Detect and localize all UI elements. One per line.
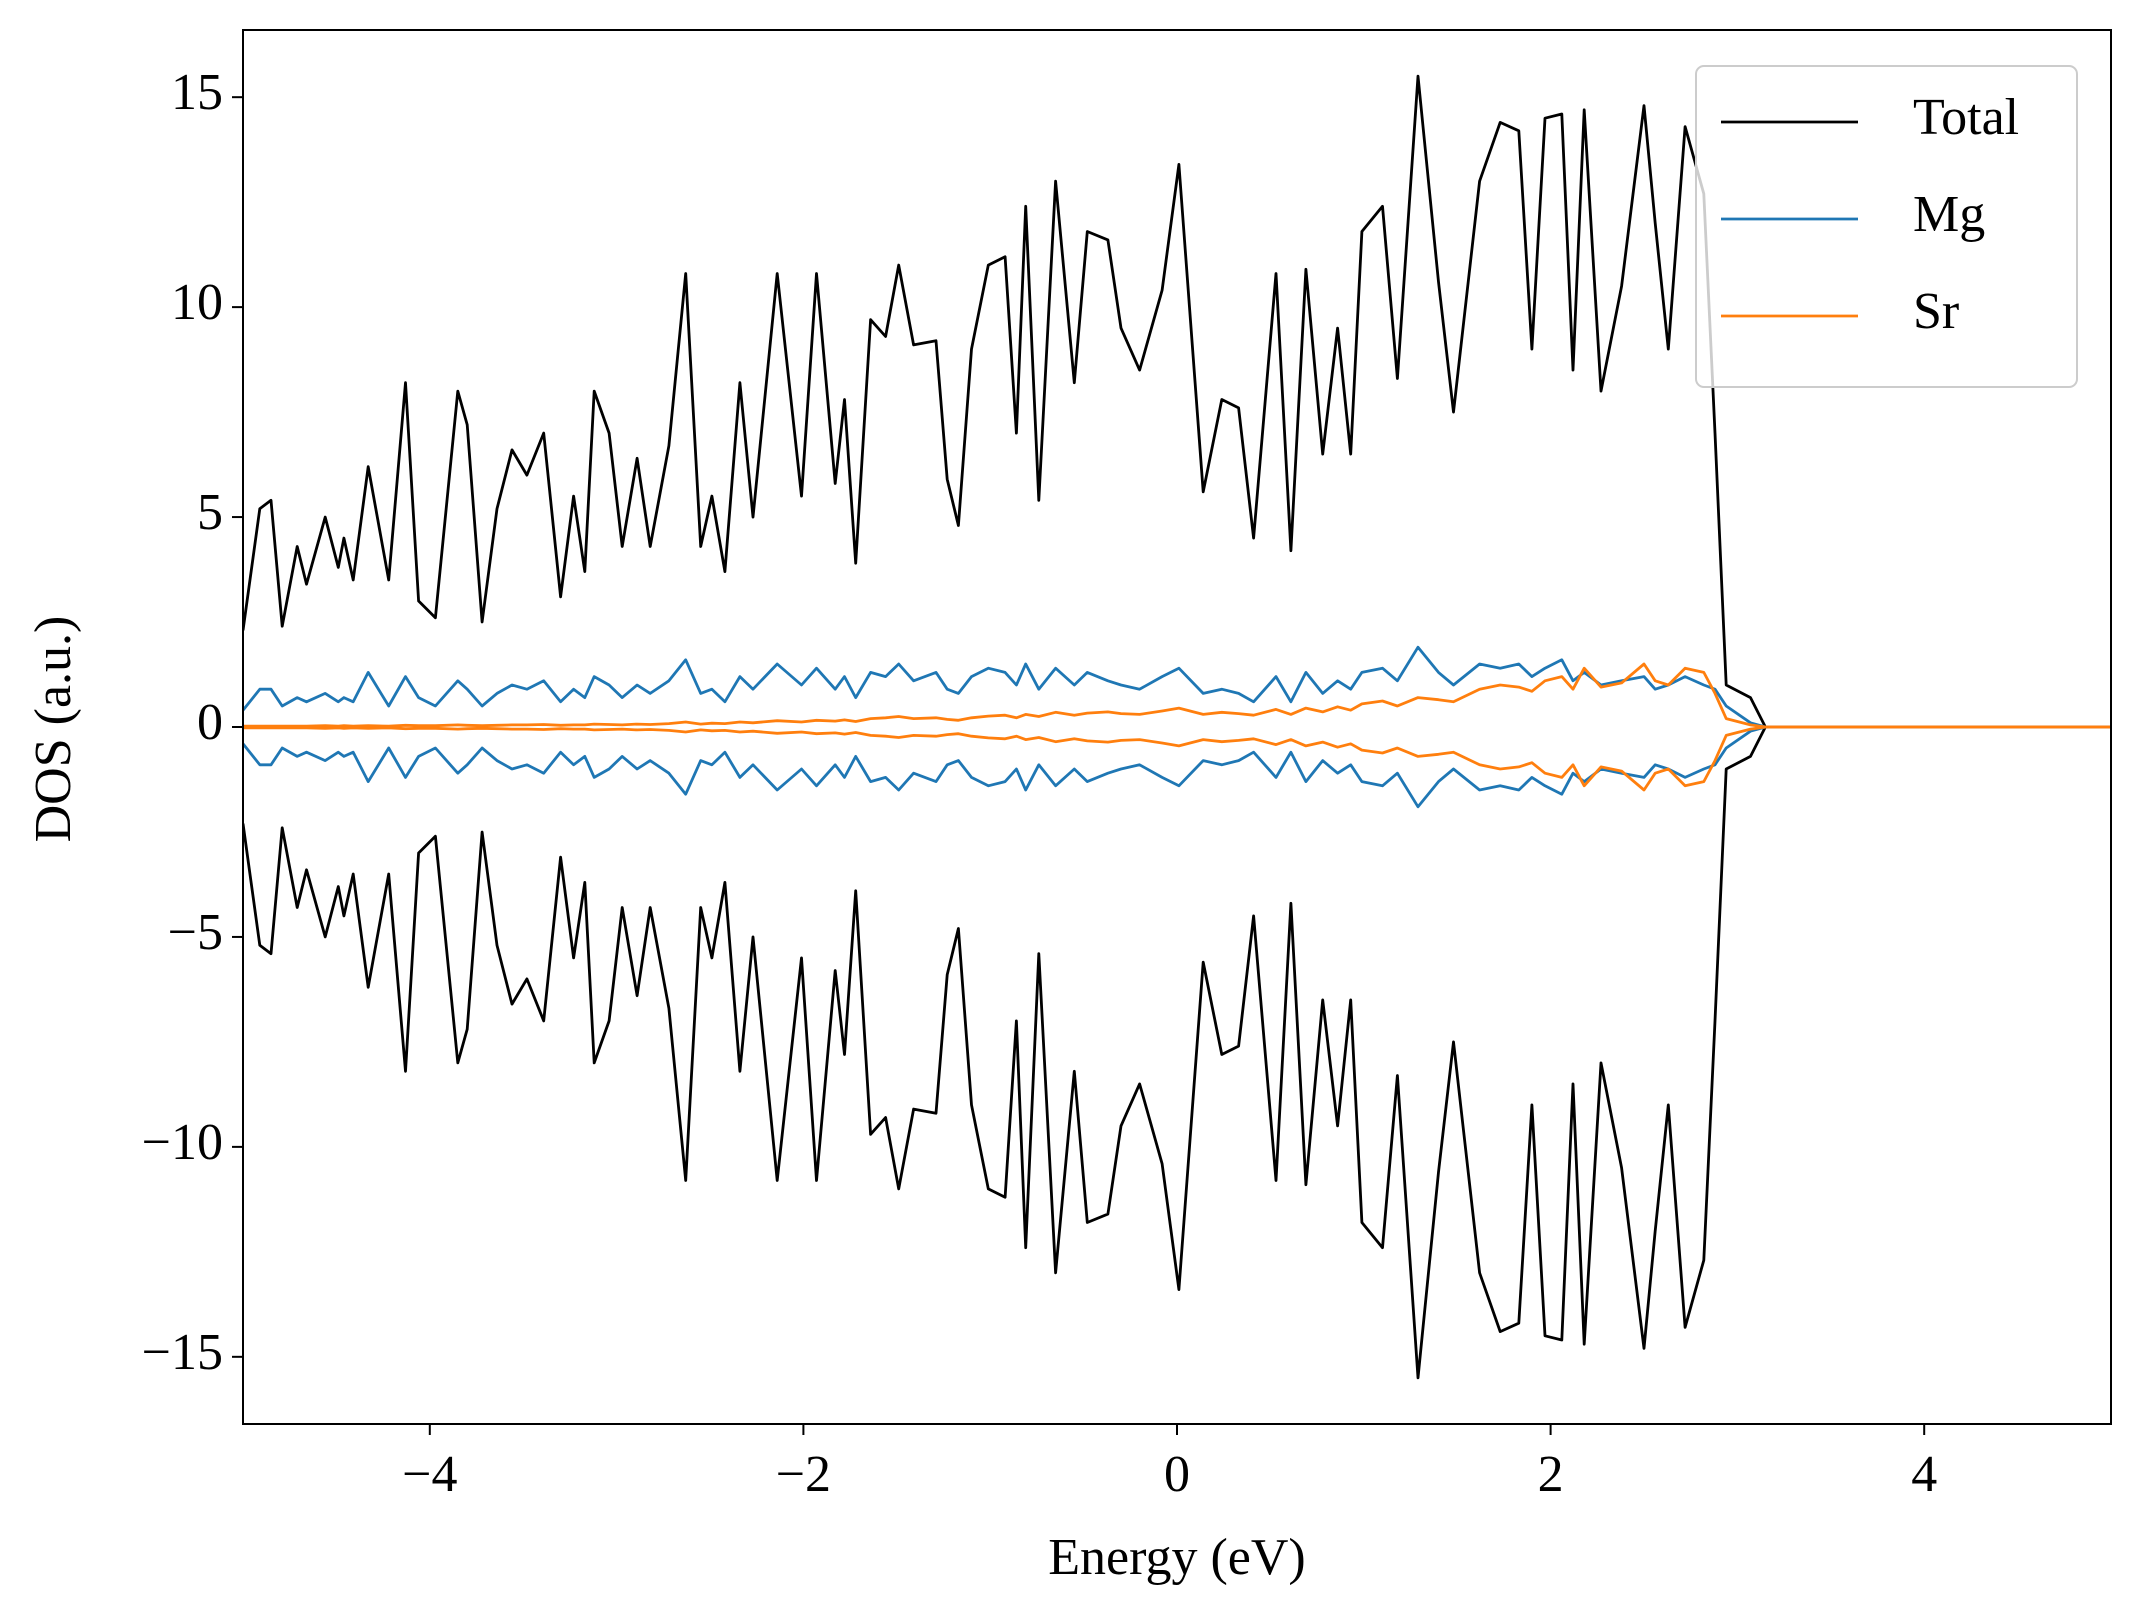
y-tick-label: 0 xyxy=(197,694,223,751)
series-line xyxy=(243,645,2111,729)
plot-frame xyxy=(242,29,2112,1425)
series-line xyxy=(243,725,2111,809)
y-tick-label: −10 xyxy=(142,1114,223,1171)
x-tick-label: −4 xyxy=(402,1446,457,1503)
series-line xyxy=(243,662,2111,729)
x-tick-label: −2 xyxy=(776,1446,831,1503)
x-tick-label: 0 xyxy=(1164,1446,1190,1503)
x-axis-label: Energy (eV) xyxy=(1048,1529,1306,1586)
series-line xyxy=(243,725,2111,792)
y-tick-label: −15 xyxy=(142,1324,223,1381)
legend-label: Sr xyxy=(1913,283,1959,340)
y-tick-label: 5 xyxy=(197,484,223,541)
y-tick-label: −5 xyxy=(168,904,223,961)
y-axis-label: DOS (a.u.) xyxy=(25,616,82,843)
y-tick-label: 15 xyxy=(171,64,223,121)
legend-label: Total xyxy=(1913,89,2019,146)
y-tick-label: 10 xyxy=(171,274,223,331)
series-line xyxy=(243,74,2111,729)
x-tick-label: 4 xyxy=(1911,1446,1937,1503)
x-tick-label: 2 xyxy=(1538,1446,1564,1503)
series-line xyxy=(243,725,2111,1380)
legend-box xyxy=(1695,65,2078,388)
legend-label: Mg xyxy=(1913,186,1985,243)
